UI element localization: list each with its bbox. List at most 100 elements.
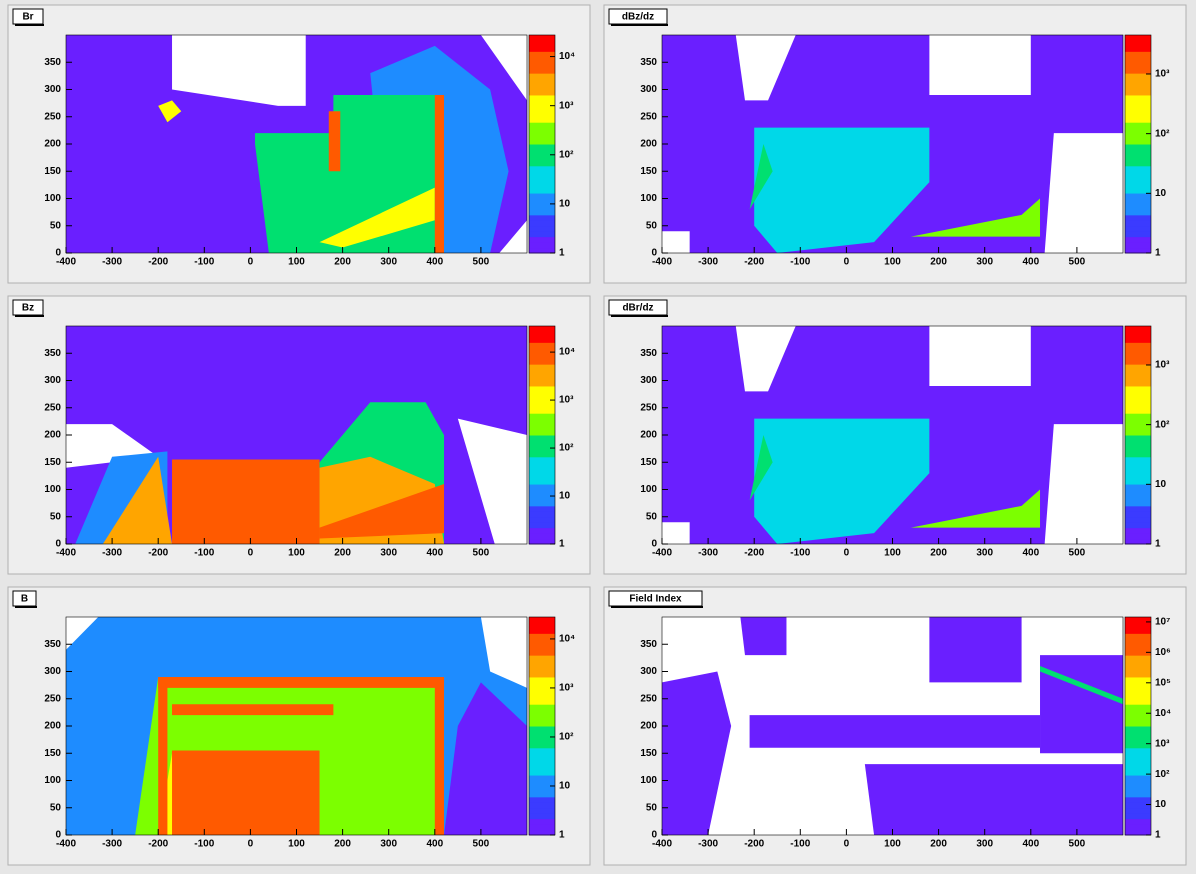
y-tick-label: 250 <box>640 693 657 704</box>
x-tick-label: 0 <box>248 257 254 268</box>
color-scale-step <box>1125 364 1151 371</box>
field-region <box>749 715 1041 748</box>
color-scale-step <box>1125 171 1151 178</box>
field-region <box>480 35 527 101</box>
color-scale-step <box>1125 747 1151 754</box>
color-scale-step <box>1125 489 1151 496</box>
color-scale-step <box>529 813 555 820</box>
field-region <box>158 100 182 123</box>
color-scale-step <box>529 644 555 651</box>
color-scale-step <box>1125 796 1151 803</box>
z-tick-label: 10² <box>559 443 574 454</box>
x-tick-label: 200 <box>930 839 947 850</box>
color-scale-step <box>1125 236 1151 243</box>
color-scale-step <box>1125 494 1151 501</box>
color-scale-step <box>1125 802 1151 809</box>
color-scale-step <box>529 375 555 381</box>
x-tick-label: -300 <box>698 839 718 850</box>
color-scale-step <box>529 791 555 798</box>
color-scale-step <box>1125 385 1151 392</box>
field-region <box>499 220 527 253</box>
x-tick-label: 0 <box>248 548 254 559</box>
color-scale-step <box>529 336 555 343</box>
color-scale-step <box>1125 775 1151 781</box>
z-tick-label: 10⁶ <box>1155 647 1171 658</box>
x-tick-label: 100 <box>288 839 305 850</box>
x-tick-label: -300 <box>698 257 718 268</box>
color-scale-step <box>1125 56 1151 63</box>
field-region <box>434 676 445 835</box>
color-scale-step <box>1125 225 1151 232</box>
z-tick-label: 10² <box>559 149 574 160</box>
color-scale-step <box>1125 326 1151 332</box>
field-region <box>434 94 445 253</box>
y-tick-label: 100 <box>44 193 61 204</box>
color-scale-step <box>529 445 555 452</box>
color-scale-step <box>1125 791 1151 798</box>
color-scale-step <box>1125 731 1151 738</box>
z-tick-label: 1 <box>559 539 565 550</box>
y-tick-label: 300 <box>44 666 61 677</box>
color-scale-step <box>1125 445 1151 452</box>
color-scale-step <box>529 666 555 672</box>
color-scale-step <box>1125 214 1151 221</box>
y-tick-label: 100 <box>44 484 61 495</box>
color-scale-step <box>1125 478 1151 485</box>
color-scale-step <box>1125 473 1151 480</box>
color-scale-step <box>1125 100 1151 107</box>
color-scale-step <box>1125 742 1151 749</box>
x-tick-label: 200 <box>334 548 351 559</box>
y-tick-label: 150 <box>640 457 657 468</box>
x-tick-label: -100 <box>194 839 214 850</box>
z-tick-label: 10⁴ <box>559 347 575 358</box>
color-scale-step <box>529 824 555 831</box>
field-region <box>158 676 168 835</box>
color-scale-step <box>1125 698 1151 705</box>
color-scale-step <box>529 638 555 645</box>
color-scale-step <box>529 165 555 172</box>
panel: -400 -300 -200 -100 0 100 200 300 400 500 0 50 100 15… <box>7 586 591 866</box>
z-tick-label: 10⁵ <box>1155 677 1171 688</box>
field-region <box>754 418 930 544</box>
color-scale-step <box>1125 160 1151 167</box>
panel: -400 -300 -200 -100 0 100 200 300 400 500 0 50 100 15… <box>603 295 1187 575</box>
y-tick-label: 0 <box>651 830 657 841</box>
color-scale-step <box>1125 73 1151 80</box>
z-tick-label: 10⁴ <box>559 634 575 645</box>
color-scale-step <box>1125 758 1151 765</box>
panel: -400 -300 -200 -100 0 100 200 300 400 500 0 50 100 15… <box>603 4 1187 284</box>
color-scale-step <box>529 209 555 216</box>
z-tick-label: 10² <box>1155 419 1170 430</box>
color-scale-step <box>1125 500 1151 507</box>
z-tick-label: 10 <box>559 491 571 502</box>
x-tick-label: 500 <box>473 257 490 268</box>
z-tick-label: 10³ <box>1155 69 1170 80</box>
color-scale-step <box>529 247 555 254</box>
color-scale-step <box>529 627 555 634</box>
color-scale-step <box>529 347 555 354</box>
chart-title: B <box>21 594 28 605</box>
color-scale-step <box>529 84 555 90</box>
field-region <box>662 522 690 544</box>
color-scale-step <box>529 818 555 825</box>
x-tick-label: 400 <box>426 839 443 850</box>
x-tick-label: -300 <box>102 548 122 559</box>
color-scale-step <box>529 391 555 398</box>
color-scale-step <box>529 516 555 523</box>
color-scale-step <box>1125 824 1151 831</box>
color-scale-step <box>1125 769 1151 776</box>
color-scale-step <box>529 660 555 667</box>
color-scale-step <box>529 829 555 836</box>
color-scale-step <box>529 160 555 167</box>
color-scale-step <box>529 780 555 787</box>
color-scale-step <box>529 704 555 711</box>
color-scale-step <box>529 742 555 749</box>
y-tick-label: 300 <box>44 84 61 95</box>
color-scale-step <box>1125 51 1151 58</box>
color-scale-step <box>529 511 555 518</box>
color-scale-step <box>529 198 555 205</box>
x-tick-label: 200 <box>334 839 351 850</box>
color-scale-step <box>1125 187 1151 194</box>
color-scale-step <box>529 456 555 463</box>
